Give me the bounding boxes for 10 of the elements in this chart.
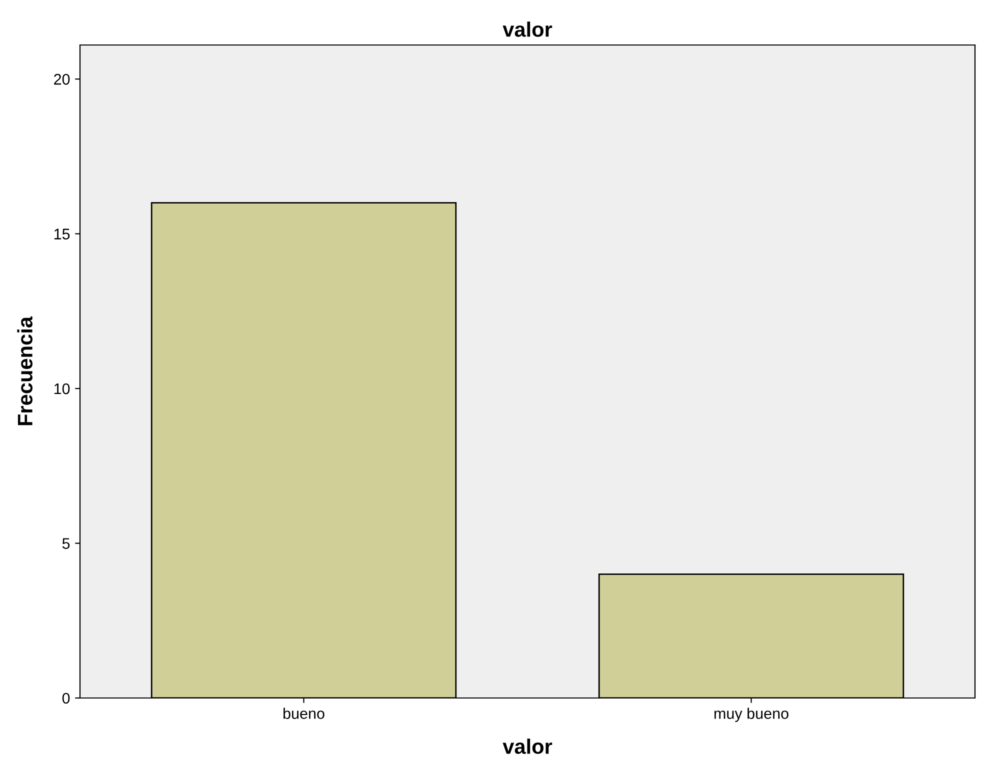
y-axis-title: Frecuencia bbox=[17, 316, 32, 426]
x-axis-title: valor bbox=[502, 738, 552, 754]
x-tick-label: muy bueno bbox=[714, 708, 788, 722]
y-tick-label: 20 bbox=[54, 74, 70, 85]
y-tick-label: 0 bbox=[62, 692, 70, 704]
chart-title: valor bbox=[502, 22, 552, 37]
x-tick-label: bueno bbox=[283, 708, 324, 719]
y-tick-label: 15 bbox=[54, 228, 70, 240]
y-tick-label: 10 bbox=[54, 383, 70, 394]
y-tick-label: 5 bbox=[62, 538, 70, 549]
